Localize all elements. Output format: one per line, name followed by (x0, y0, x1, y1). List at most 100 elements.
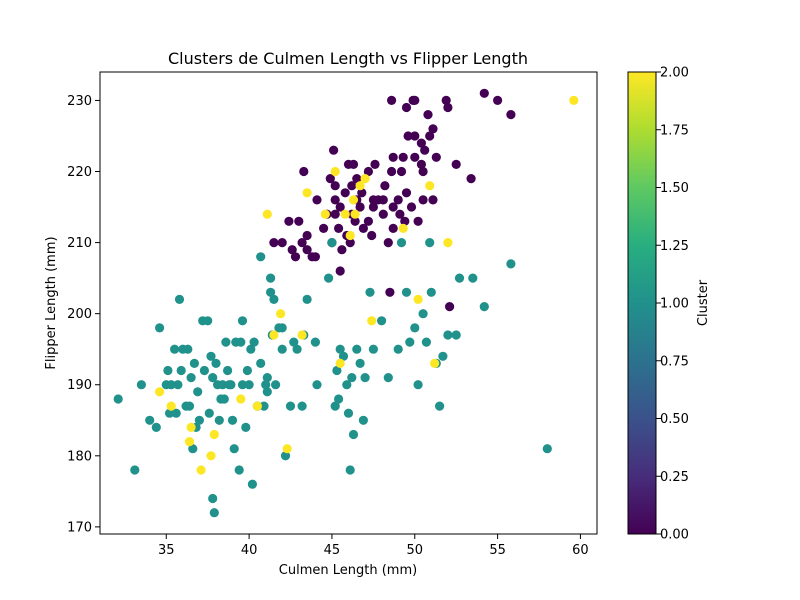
data-point-cluster-2 (350, 209, 360, 219)
data-point-cluster-1 (193, 387, 203, 397)
data-point-cluster-1 (256, 358, 266, 368)
data-point-cluster-1 (330, 401, 340, 411)
data-point-cluster-1 (209, 508, 219, 518)
data-point-cluster-0 (388, 223, 398, 233)
data-point-cluster-1 (271, 380, 281, 390)
data-point-cluster-0 (410, 95, 420, 105)
data-point-cluster-0 (406, 202, 417, 212)
data-point-cluster-1 (234, 465, 244, 475)
colorbar-tick-label: 2.00 (660, 66, 689, 81)
chart-title: Clusters de Culmen Length vs Flipper Len… (168, 49, 528, 68)
data-point-cluster-0 (396, 166, 407, 177)
data-point-cluster-1 (425, 238, 435, 248)
data-point-cluster-1 (261, 380, 271, 390)
data-point-cluster-1 (246, 344, 256, 354)
data-point-cluster-0 (388, 152, 398, 162)
data-point-cluster-1 (223, 365, 233, 376)
data-point-cluster-1 (221, 337, 231, 347)
data-point-cluster-0 (413, 216, 423, 226)
data-point-cluster-0 (319, 223, 329, 233)
data-point-cluster-1 (266, 287, 276, 297)
data-point-cluster-0 (269, 238, 279, 248)
data-point-cluster-1 (130, 465, 140, 475)
data-point-cluster-1 (438, 351, 448, 361)
data-point-cluster-2 (276, 309, 286, 319)
data-point-cluster-1 (183, 344, 193, 354)
data-point-cluster-2 (282, 444, 292, 454)
data-point-cluster-0 (330, 209, 340, 219)
data-point-cluster-1 (312, 380, 322, 390)
y-tick-label: 230 (67, 94, 92, 109)
data-point-cluster-1 (506, 259, 516, 269)
data-point-cluster-0 (290, 252, 301, 262)
data-point-cluster-0 (416, 138, 426, 148)
data-point-cluster-0 (479, 88, 489, 98)
data-point-cluster-0 (423, 110, 433, 120)
data-point-cluster-1 (173, 380, 183, 390)
data-point-cluster-2 (360, 174, 370, 184)
colorbar-tick-label: 1.50 (660, 181, 689, 196)
x-axis-label: Culmen Length (mm) (279, 563, 417, 578)
data-point-cluster-0 (277, 238, 287, 248)
y-tick-label: 180 (67, 449, 92, 464)
data-point-cluster-2 (335, 358, 345, 368)
data-point-cluster-0 (400, 216, 410, 226)
data-point-cluster-1 (405, 337, 415, 347)
data-point-cluster-1 (421, 337, 431, 347)
data-point-cluster-0 (393, 195, 403, 205)
data-point-cluster-1 (226, 380, 236, 390)
data-point-cluster-1 (377, 316, 387, 326)
data-point-cluster-1 (292, 344, 302, 354)
data-point-cluster-1 (249, 337, 259, 347)
data-point-cluster-0 (387, 95, 397, 105)
data-point-cluster-0 (410, 152, 420, 162)
data-point-cluster-1 (165, 408, 175, 418)
colorbar-tick-label: 1.75 (660, 123, 689, 138)
data-point-cluster-1 (383, 373, 393, 383)
data-point-cluster-1 (277, 323, 287, 333)
data-point-cluster-2 (425, 181, 435, 191)
plot-frame (99, 71, 598, 535)
data-point-cluster-0 (416, 159, 426, 169)
data-point-cluster-0 (310, 252, 320, 262)
data-point-cluster-1 (426, 287, 436, 297)
data-point-cluster-2 (330, 166, 340, 177)
x-tick-label: 55 (489, 543, 506, 558)
data-point-cluster-1 (247, 479, 257, 489)
data-point-cluster-1 (218, 380, 228, 390)
data-point-cluster-1 (334, 394, 344, 404)
data-point-cluster-1 (277, 344, 287, 354)
x-tick-label: 50 (406, 543, 423, 558)
data-point-cluster-0 (370, 159, 380, 169)
y-axis-label: Flipper Length (mm) (44, 236, 59, 369)
data-point-cluster-1 (310, 337, 320, 347)
data-point-cluster-2 (302, 188, 312, 198)
data-point-cluster-1 (244, 380, 254, 390)
data-point-cluster-2 (355, 181, 365, 191)
data-point-cluster-1 (396, 238, 407, 248)
data-point-cluster-0 (335, 202, 345, 212)
data-point-cluster-0 (337, 245, 347, 255)
data-point-cluster-1 (174, 294, 185, 304)
data-point-cluster-0 (335, 266, 345, 276)
data-point-cluster-0 (431, 152, 441, 162)
colorbar-tick-label: 0.00 (660, 528, 689, 543)
data-point-cluster-2 (398, 223, 408, 233)
x-tick-label: 35 (158, 543, 175, 558)
data-point-cluster-0 (348, 159, 359, 169)
data-point-cluster-2 (443, 238, 453, 248)
data-point-cluster-2 (262, 209, 272, 219)
data-point-cluster-0 (445, 302, 455, 312)
data-point-cluster-0 (334, 223, 344, 233)
data-point-cluster-0 (506, 110, 516, 120)
data-point-cluster-1 (352, 344, 362, 354)
data-point-cluster-1 (236, 337, 246, 347)
data-point-cluster-1 (242, 365, 252, 376)
data-point-cluster-0 (302, 230, 312, 241)
data-point-cluster-0 (284, 216, 294, 226)
data-point-cluster-0 (395, 209, 405, 219)
y-tick-label: 170 (67, 520, 92, 535)
data-point-cluster-0 (302, 245, 312, 255)
data-point-cluster-2 (348, 195, 359, 205)
